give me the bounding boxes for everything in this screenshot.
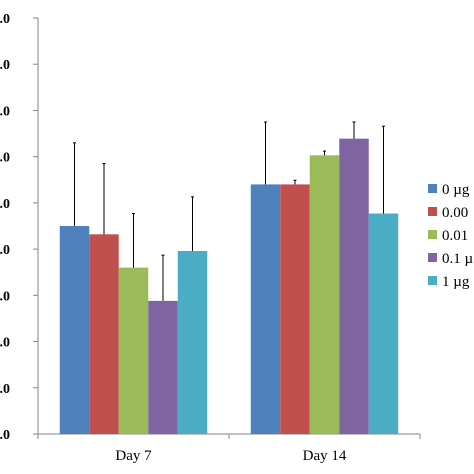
x-tick-group: Day 7 Day 14: [37, 434, 421, 464]
bar: [280, 184, 310, 434]
x-category-label: Day 7: [115, 448, 152, 464]
legend: 0 µg 0.00 0.01 0.1 µ 1 µg: [428, 182, 474, 290]
y-tick-label: .0: [0, 104, 10, 119]
bar: [59, 226, 90, 434]
y-tick-group: .0 .0 .0 .0 .0 .0 .0 .0 .0 .0: [0, 12, 38, 443]
bars-group: [59, 138, 399, 434]
legend-swatch: [428, 184, 437, 193]
legend-swatch: [428, 230, 437, 239]
y-tick-label: .0: [0, 428, 10, 443]
bar: [250, 184, 281, 434]
legend-swatch: [428, 253, 437, 262]
y-tick-label: .0: [0, 151, 10, 166]
legend-label: 0.1 µ: [442, 251, 474, 267]
legend-swatch: [428, 207, 437, 216]
bar: [89, 234, 119, 434]
error-bars-group: [73, 121, 385, 301]
x-axis: Day 7 Day 14: [37, 433, 421, 464]
bar: [118, 267, 149, 434]
bar: [177, 250, 208, 434]
y-tick-label: .0: [0, 12, 10, 27]
y-tick-label: .0: [0, 58, 10, 73]
y-tick-label: .0: [0, 289, 10, 304]
legend-label: 1 µg: [442, 274, 470, 290]
legend-label: 0.01: [442, 228, 468, 244]
legend-label: 0 µg: [442, 182, 470, 198]
legend-label: 0.00: [442, 205, 468, 221]
y-axis: .0 .0 .0 .0 .0 .0 .0 .0 .0 .0: [0, 12, 39, 443]
bar: [148, 300, 178, 434]
y-tick-label: .0: [0, 243, 10, 258]
bar: [339, 138, 369, 434]
y-tick-label: .0: [0, 336, 10, 351]
y-tick-label: .0: [0, 197, 10, 212]
bar: [309, 155, 340, 434]
legend-swatch: [428, 276, 437, 285]
bar: [368, 213, 399, 434]
y-tick-label: .0: [0, 382, 10, 397]
x-category-label: Day 14: [303, 448, 347, 464]
